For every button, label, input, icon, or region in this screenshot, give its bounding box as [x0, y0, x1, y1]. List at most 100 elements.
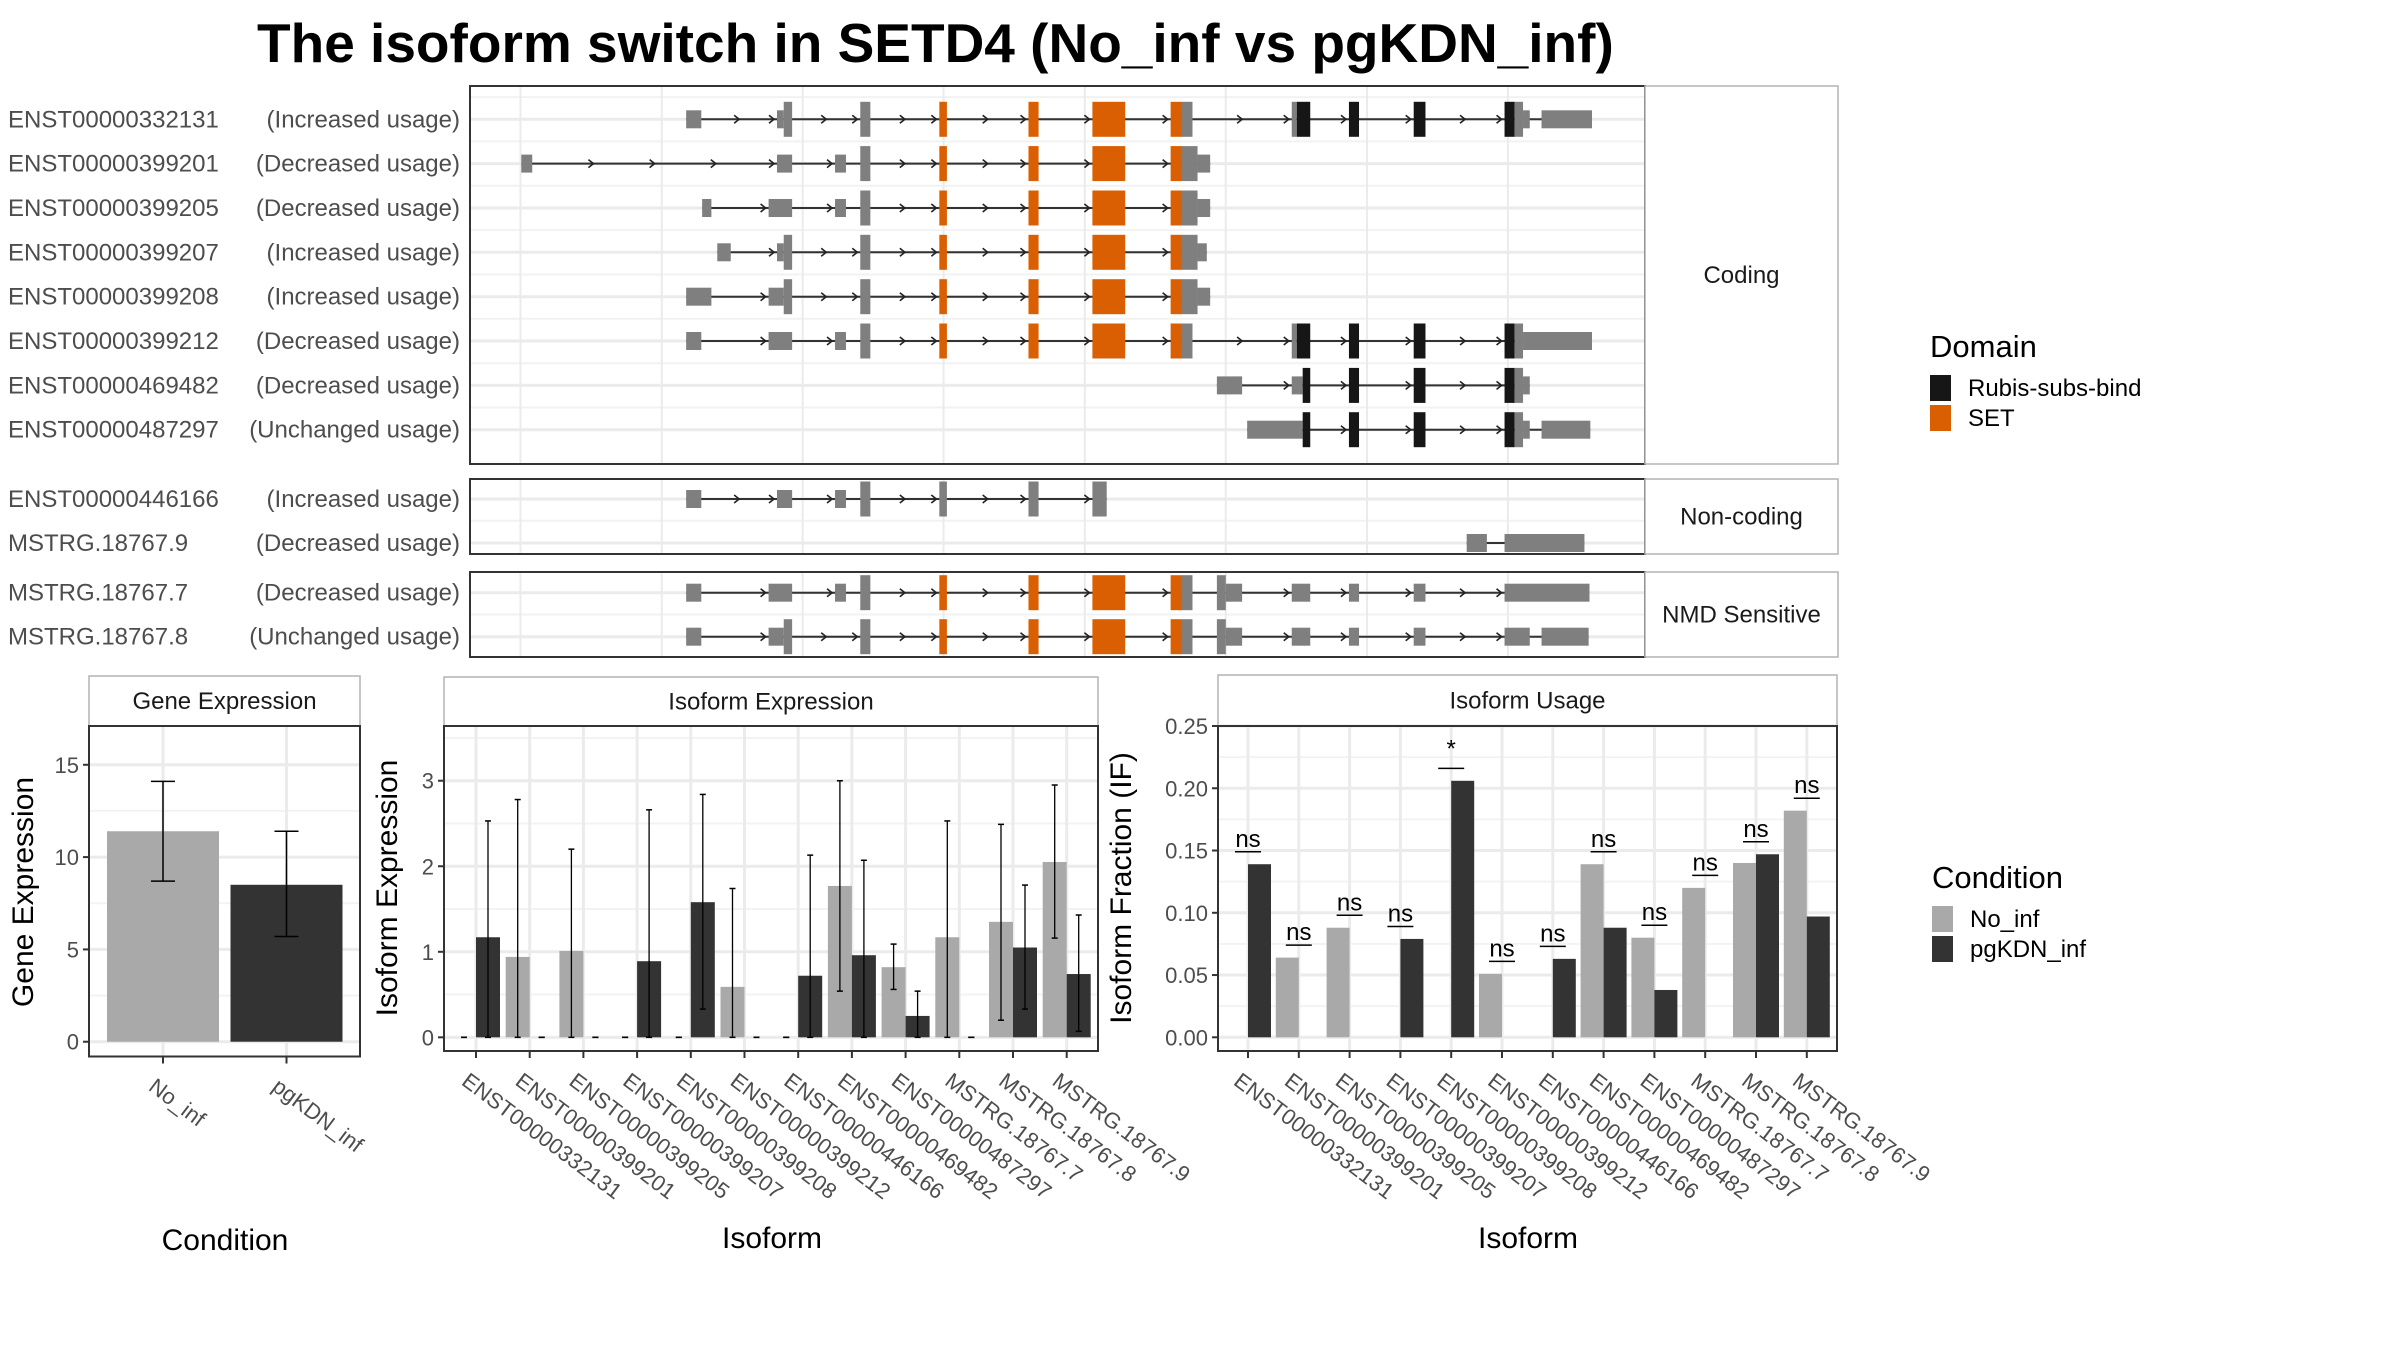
strand-arrow-icon: [851, 247, 859, 257]
transcript-usage-label: (Unchanged usage): [249, 624, 460, 651]
exon-set-domain: [1028, 619, 1039, 655]
exon-set-domain: [1092, 323, 1126, 359]
exon-coding: [783, 619, 793, 655]
exon-utr: [1197, 154, 1211, 173]
exon-set-domain: [939, 619, 947, 655]
transcript-usage-label: (Decreased usage): [256, 372, 460, 399]
strand-arrow-icon: [1236, 114, 1244, 124]
strand-arrow-icon: [1019, 632, 1027, 642]
transcript-id-label: MSTRG.18767.9: [8, 530, 188, 557]
significance-label: *: [1447, 735, 1456, 762]
strand-arrow-icon: [820, 247, 828, 257]
exon-rubis-subs-bind-domain: [1296, 101, 1311, 137]
exon-coding: [860, 619, 871, 655]
transcript-id-label: ENST00000399212: [8, 328, 219, 355]
legend-item-label: No_inf: [1970, 906, 2040, 933]
x-tick-label: pgKDN_inf: [268, 1073, 369, 1158]
strand-arrow-icon: [930, 494, 938, 504]
exon-utr: [1197, 287, 1211, 306]
strand-arrow-icon: [982, 114, 989, 124]
strand-arrow-icon: [899, 292, 907, 302]
exon-coding: [860, 190, 871, 226]
bar-No_inf-MSTRG.18767.7: [1682, 887, 1706, 1038]
transcript-usage-label: (Unchanged usage): [249, 417, 460, 444]
strand-arrow-icon: [826, 203, 834, 213]
exon-rubis-subs-bind-domain: [1348, 412, 1360, 448]
exon-rubis-subs-bind-domain: [1296, 323, 1311, 359]
legend-key-swatch: [1932, 906, 1953, 932]
strand-arrow-icon: [899, 494, 907, 504]
exon-set-domain: [1028, 190, 1039, 226]
strand-arrow-icon: [1340, 380, 1348, 391]
chart-title: Isoform Usage: [1449, 688, 1605, 715]
y-tick-label: 0: [67, 1030, 79, 1055]
transcript-id-label: ENST00000399205: [8, 195, 219, 222]
exon-set-domain: [1170, 279, 1182, 315]
y-axis-title: Gene Expression: [7, 777, 40, 1007]
significance-label: ns: [1693, 849, 1718, 876]
exon-coding: [860, 101, 871, 137]
exon-rubis-subs-bind-domain: [1413, 412, 1426, 448]
strand-arrow-icon: [930, 292, 938, 302]
significance-label: ns: [1337, 889, 1362, 916]
bar-No_inf-ENST00000399212: [1479, 973, 1502, 1038]
y-tick-label: 0.05: [1165, 963, 1208, 988]
strand-arrow-icon: [768, 114, 776, 124]
transcript-id-label: ENST00000469482: [8, 372, 219, 399]
exon-coding: [1181, 619, 1193, 655]
exon-utr: [776, 110, 784, 129]
exon-coding: [1514, 367, 1524, 403]
exon-rubis-subs-bind-domain: [1302, 367, 1311, 403]
exon-set-domain: [1170, 234, 1182, 270]
exon-utr: [686, 110, 702, 129]
exon-coding: [1181, 146, 1198, 182]
transcript-usage-label: (Decreased usage): [256, 151, 460, 178]
bar-No_inf-ENST00000399201: [1275, 957, 1299, 1038]
exon-set-domain: [939, 234, 947, 270]
exon-coding: [1181, 234, 1198, 270]
transcript-ENST00000399208: [686, 279, 1211, 315]
strand-arrow-icon: [1340, 114, 1348, 124]
exon-utr: [1413, 627, 1426, 646]
exon-set-domain: [1092, 101, 1126, 137]
exon-set-domain: [1028, 323, 1039, 359]
exon-set-domain: [1092, 234, 1126, 270]
strand-arrow-icon: [1283, 380, 1291, 391]
strand-arrow-icon: [982, 203, 989, 213]
strand-arrow-icon: [1459, 425, 1467, 435]
exon-coding: [1291, 323, 1297, 359]
exon-utr: [1291, 627, 1311, 646]
strand-arrow-icon: [1083, 292, 1091, 302]
strand-arrow-icon: [1496, 380, 1503, 391]
transcript-usage-label: (Decreased usage): [256, 195, 460, 222]
exon-utr: [1541, 627, 1589, 646]
strand-arrow-icon: [1405, 588, 1412, 598]
condition-legend: Condition No_inf pgKDN_inf: [1932, 860, 2086, 963]
strand-arrow-icon: [930, 203, 938, 213]
exon-coding: [939, 481, 947, 517]
y-tick-label: 5: [67, 937, 79, 962]
transcript-id-label: MSTRG.18767.7: [8, 580, 188, 607]
exon-coding: [1514, 323, 1524, 359]
exon-set-domain: [939, 279, 947, 315]
strand-arrow-icon: [1083, 336, 1091, 346]
strand-arrow-icon: [851, 114, 859, 124]
exon-utr: [768, 199, 793, 217]
exon-utr: [1225, 627, 1243, 646]
facet-strip: [1644, 85, 1839, 465]
exon-utr: [717, 243, 731, 262]
strand-arrow-icon: [1019, 494, 1027, 504]
strand-arrow-icon: [826, 588, 834, 598]
exon-coding: [1092, 481, 1107, 517]
transcript-id-label: ENST00000487297: [8, 417, 219, 444]
strand-arrow-icon: [1019, 114, 1027, 124]
legend-item-label: pgKDN_inf: [1970, 936, 2086, 963]
y-axis-title: Isoform Expression: [371, 760, 404, 1017]
strand-arrow-icon: [1405, 336, 1412, 346]
exon-set-domain: [1028, 575, 1039, 611]
exon-rubis-subs-bind-domain: [1302, 412, 1311, 448]
transcript-id-label: ENST00000332131: [8, 106, 219, 133]
y-axis-title: Isoform Fraction (IF): [1105, 752, 1138, 1024]
strand-arrow-icon: [1019, 336, 1027, 346]
significance-label: ns: [1235, 826, 1260, 853]
